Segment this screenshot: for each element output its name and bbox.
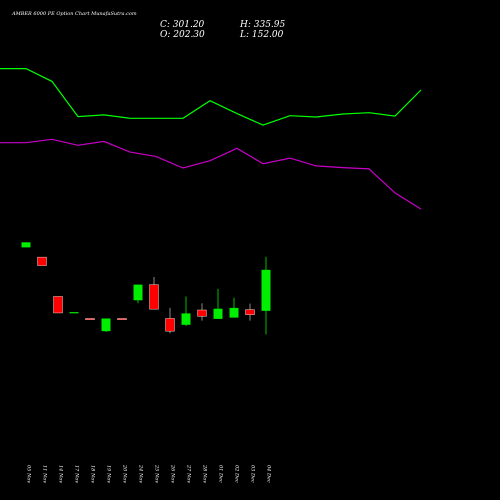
candle-body (101, 318, 111, 332)
candle-body (181, 313, 191, 325)
x-tick-label: 27 Nov (186, 464, 192, 483)
indicator-lines (0, 67, 422, 210)
candle-body (165, 318, 175, 332)
candle (133, 284, 143, 304)
candle (245, 303, 255, 321)
candle-body (213, 308, 223, 319)
candle (21, 242, 31, 248)
x-tick-label: 18 Nov (90, 465, 96, 483)
x-tick-label: 28 Nov (202, 464, 208, 483)
candle-body (229, 307, 239, 318)
candle (149, 277, 159, 310)
high-label: H: 335.95 (239, 20, 286, 30)
candle-body (133, 284, 143, 301)
candle (37, 256, 47, 266)
candle-body (245, 309, 255, 315)
x-tick-label: 04 Dec (266, 465, 272, 483)
x-tick-label: 26 Nov (170, 464, 176, 483)
candle-body (85, 318, 95, 320)
candle-body (37, 256, 47, 266)
x-tick-label: 02 Dec (234, 465, 240, 483)
x-tick-label: 25 Nov (154, 464, 160, 483)
candle-body (149, 284, 159, 310)
candle (229, 297, 239, 318)
x-tick-label: 19 Nov (106, 465, 112, 483)
candle (85, 318, 95, 320)
chart-title: AMBER 6000 PE Option Chart MunafaSutra.c… (11, 11, 137, 17)
x-tick-label: 11 Nov (42, 465, 48, 483)
x-tick-label: 20 Nov (122, 464, 128, 483)
low-label: L: 152.00 (239, 30, 284, 40)
candle (197, 303, 207, 321)
candle (53, 296, 63, 314)
open-label: O: 202.30 (160, 30, 205, 40)
x-tick-label: 01 Dec (218, 465, 224, 483)
candle (101, 318, 111, 332)
x-tick-label: 14 Nov (58, 465, 64, 483)
x-tick-label: 03 Dec (250, 465, 256, 483)
x-tick-label: 24 Nov (138, 464, 144, 483)
candle-body (117, 318, 127, 320)
candle-body (21, 242, 31, 248)
candle (69, 312, 79, 314)
candle (213, 288, 223, 319)
candle (165, 307, 175, 334)
candle-body (53, 296, 63, 314)
x-tick-label: 05 Nov (26, 465, 32, 483)
upper-line (0, 67, 422, 126)
candle (117, 318, 127, 320)
candle (261, 256, 271, 335)
close-label: C: 301.20 (160, 20, 205, 30)
lower-line (0, 138, 422, 210)
candle-body (261, 269, 271, 311)
x-tick-label: 17 Nov (74, 465, 80, 483)
candle (181, 296, 191, 327)
candle-body (69, 312, 79, 314)
candle-body (197, 309, 207, 317)
candles (21, 242, 271, 335)
x-axis-ticks: 05 Nov 11 Nov 14 Nov 17 Nov 18 Nov 19 Nov 20 N… (26, 464, 272, 483)
